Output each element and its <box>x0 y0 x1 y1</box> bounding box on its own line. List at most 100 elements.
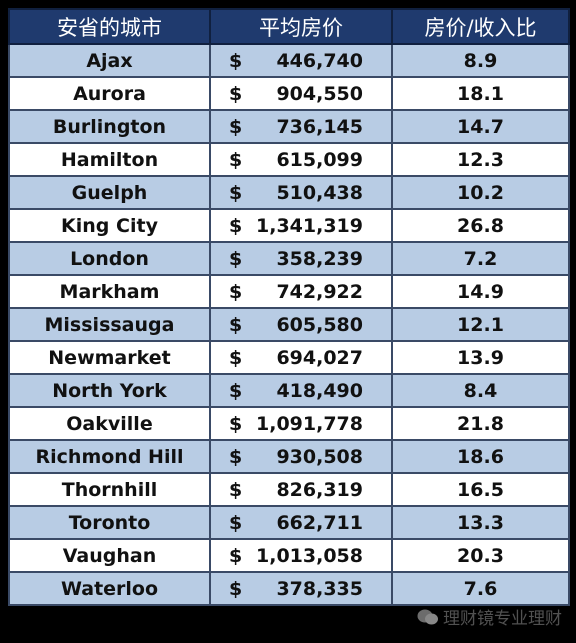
city-cell: Oakville <box>8 406 211 441</box>
currency: $ <box>229 148 243 171</box>
ratio-cell: 13.9 <box>391 340 570 375</box>
price-value: 742,922 <box>276 280 363 303</box>
price-cell: $358,239 <box>209 241 393 276</box>
price-value: 736,145 <box>276 115 363 138</box>
table-row: Toronto $662,711 13.3 <box>8 505 570 540</box>
table-row: Guelph $510,438 10.2 <box>8 175 570 210</box>
ratio-cell: 10.2 <box>391 175 570 210</box>
ratio-cell: 20.3 <box>391 538 570 573</box>
table-row: King City $1,341,319 26.8 <box>8 208 570 243</box>
table-row: Newmarket $694,027 13.9 <box>8 340 570 375</box>
city-cell: Vaughan <box>8 538 211 573</box>
table-row: Burlington $736,145 14.7 <box>8 109 570 144</box>
city-cell: Mississauga <box>8 307 211 342</box>
header-cell: 平均房价 <box>209 8 393 45</box>
price-table: 安省的城市 平均房价 房价/收入比 Ajax $446,740 8.9 Aurora $90… <box>8 8 570 606</box>
table-row: Richmond Hill $930,508 18.6 <box>8 439 570 474</box>
table-row: Markham $742,922 14.9 <box>8 274 570 309</box>
table-row: North York $418,490 8.4 <box>8 373 570 408</box>
price-value: 615,099 <box>276 148 363 171</box>
price-cell: $418,490 <box>209 373 393 408</box>
price-cell: $826,319 <box>209 472 393 507</box>
price-value: 510,438 <box>276 181 363 204</box>
currency: $ <box>229 115 243 138</box>
city-cell: Markham <box>8 274 211 309</box>
price-cell: $694,027 <box>209 340 393 375</box>
currency: $ <box>229 280 243 303</box>
ratio-cell: 14.7 <box>391 109 570 144</box>
header-cell: 安省的城市 <box>8 8 211 45</box>
city-cell: Aurora <box>8 76 211 111</box>
city-cell: Richmond Hill <box>8 439 211 474</box>
table-body: Ajax $446,740 8.9 Aurora $904,550 18.1 Burling… <box>8 43 570 606</box>
ratio-cell: 13.3 <box>391 505 570 540</box>
price-value: 1,091,778 <box>256 412 363 435</box>
table-row: Mississauga $605,580 12.1 <box>8 307 570 342</box>
ratio-cell: 8.9 <box>391 43 570 78</box>
price-cell: $1,013,058 <box>209 538 393 573</box>
price-cell: $378,335 <box>209 571 393 606</box>
price-value: 904,550 <box>276 82 363 105</box>
price-value: 1,013,058 <box>256 544 363 567</box>
city-cell: London <box>8 241 211 276</box>
price-cell: $742,922 <box>209 274 393 309</box>
currency: $ <box>229 379 243 402</box>
price-value: 826,319 <box>276 478 363 501</box>
ratio-cell: 16.5 <box>391 472 570 507</box>
table-row: Oakville $1,091,778 21.8 <box>8 406 570 441</box>
price-value: 930,508 <box>276 445 363 468</box>
currency: $ <box>229 445 243 468</box>
currency: $ <box>229 412 243 435</box>
city-cell: North York <box>8 373 211 408</box>
city-cell: Waterloo <box>8 571 211 606</box>
ratio-cell: 21.8 <box>391 406 570 441</box>
ratio-cell: 18.1 <box>391 76 570 111</box>
ratio-cell: 7.6 <box>391 571 570 606</box>
table-row: Ajax $446,740 8.9 <box>8 43 570 78</box>
price-value: 418,490 <box>276 379 363 402</box>
currency: $ <box>229 478 243 501</box>
price-cell: $930,508 <box>209 439 393 474</box>
city-cell: King City <box>8 208 211 243</box>
city-cell: Thornhill <box>8 472 211 507</box>
ratio-cell: 7.2 <box>391 241 570 276</box>
currency: $ <box>229 49 243 72</box>
currency: $ <box>229 577 243 600</box>
city-cell: Hamilton <box>8 142 211 177</box>
price-cell: $605,580 <box>209 307 393 342</box>
table-row: Hamilton $615,099 12.3 <box>8 142 570 177</box>
price-cell: $904,550 <box>209 76 393 111</box>
currency: $ <box>229 346 243 369</box>
price-value: 605,580 <box>276 313 363 336</box>
price-cell: $1,341,319 <box>209 208 393 243</box>
price-cell: $1,091,778 <box>209 406 393 441</box>
watermark: 理财镜专业理财 <box>417 604 562 629</box>
price-cell: $615,099 <box>209 142 393 177</box>
wechat-icon <box>417 609 438 624</box>
price-cell: $662,711 <box>209 505 393 540</box>
currency: $ <box>229 544 243 567</box>
price-cell: $510,438 <box>209 175 393 210</box>
city-cell: Burlington <box>8 109 211 144</box>
table-row: London $358,239 7.2 <box>8 241 570 276</box>
price-value: 358,239 <box>276 247 363 270</box>
ratio-cell: 8.4 <box>391 373 570 408</box>
price-cell: $736,145 <box>209 109 393 144</box>
price-value: 446,740 <box>276 49 363 72</box>
table-row: Thornhill $826,319 16.5 <box>8 472 570 507</box>
currency: $ <box>229 82 243 105</box>
ratio-cell: 12.1 <box>391 307 570 342</box>
price-value: 378,335 <box>276 577 363 600</box>
currency: $ <box>229 511 243 534</box>
ratio-cell: 18.6 <box>391 439 570 474</box>
price-value: 1,341,319 <box>256 214 363 237</box>
currency: $ <box>229 214 243 237</box>
ratio-cell: 12.3 <box>391 142 570 177</box>
city-cell: Guelph <box>8 175 211 210</box>
city-cell: Ajax <box>8 43 211 78</box>
watermark-text: 理财镜专业理财 <box>443 609 562 629</box>
header-row: 安省的城市 平均房价 房价/收入比 <box>8 8 570 45</box>
city-cell: Toronto <box>8 505 211 540</box>
table-row: Vaughan $1,013,058 20.3 <box>8 538 570 573</box>
